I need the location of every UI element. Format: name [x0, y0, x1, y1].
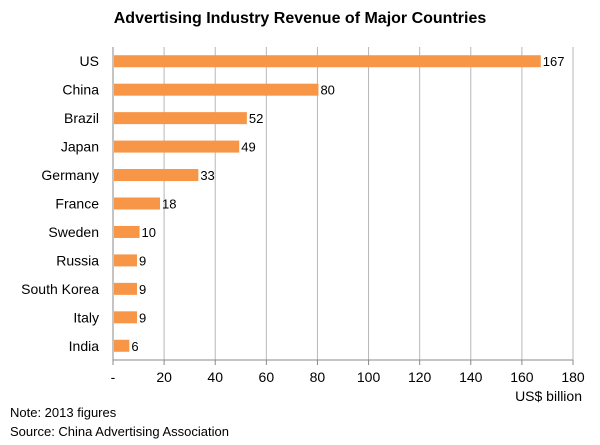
category-label: Russia: [56, 252, 99, 268]
source-text: Source: China Advertising Association: [10, 424, 229, 439]
x-tick-label: 100: [357, 369, 381, 385]
data-label: 9: [139, 310, 146, 325]
x-tick-label: 60: [259, 369, 275, 385]
x-tick-label: -: [111, 369, 116, 385]
data-label: 9: [139, 282, 146, 297]
x-tick-labels: - 20 40 60 80 100 120 140 160 180: [111, 369, 585, 385]
data-label: 18: [162, 197, 176, 212]
x-tick-label: 80: [310, 369, 326, 385]
category-labels: US China Brazil Japan Germany France Sweden Rus…: [21, 53, 99, 354]
bar: [114, 140, 240, 153]
data-label: 10: [142, 225, 156, 240]
data-label: 33: [200, 168, 214, 183]
x-tick-label: 160: [510, 369, 534, 385]
bar: [114, 55, 541, 68]
data-label: 80: [320, 83, 334, 98]
bar: [114, 225, 140, 238]
category-label: India: [69, 338, 100, 354]
category-label: Japan: [61, 139, 99, 155]
bar: [114, 112, 247, 125]
x-axis-label: US$ billion: [515, 388, 582, 404]
bar: [114, 169, 199, 182]
data-label: 167: [543, 54, 565, 69]
x-tick-label: 40: [207, 369, 223, 385]
category-label: Sweden: [48, 224, 99, 240]
data-label: 52: [249, 111, 263, 126]
bar: [114, 339, 130, 352]
data-label: 6: [131, 339, 138, 354]
category-label: US: [80, 53, 99, 69]
category-label: South Korea: [21, 281, 99, 297]
x-tick-label: 20: [156, 369, 172, 385]
category-label: China: [62, 82, 99, 98]
category-label: Brazil: [64, 110, 99, 126]
data-label: 49: [241, 140, 255, 155]
bar: [114, 197, 160, 210]
bar: [114, 83, 319, 96]
data-label: 9: [139, 253, 146, 268]
category-label: France: [55, 196, 99, 212]
note-text: Note: 2013 figures: [10, 405, 117, 420]
x-tick-label: 120: [408, 369, 432, 385]
category-label: Germany: [41, 167, 99, 183]
chart-title: Advertising Industry Revenue of Major Co…: [113, 10, 487, 27]
x-tick-label: 180: [561, 369, 585, 385]
grid-lines: [112, 47, 574, 365]
category-label: Italy: [73, 309, 99, 325]
axes: [112, 47, 573, 361]
bar: [114, 254, 137, 267]
bar: [114, 282, 137, 295]
bar: [114, 311, 137, 324]
x-tick-label: 140: [459, 369, 483, 385]
bars: [114, 55, 541, 352]
